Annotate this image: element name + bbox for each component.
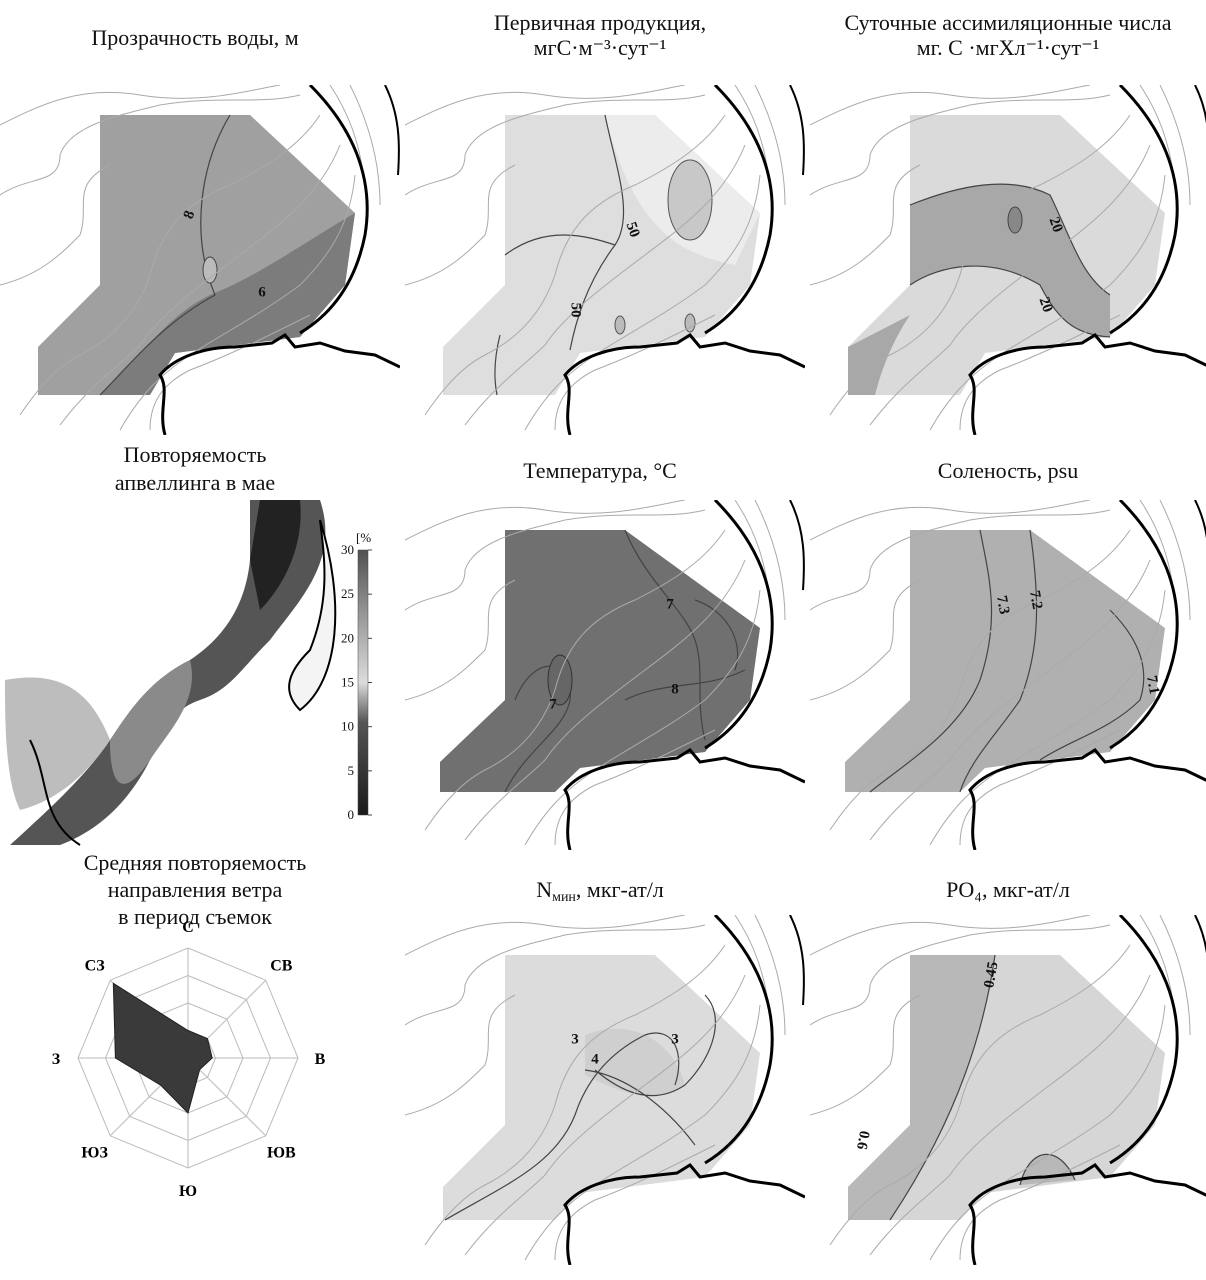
- panel-title: Соленость, psu: [938, 458, 1078, 483]
- rose-direction-label: З: [52, 1051, 61, 1068]
- contour-label: 3: [671, 1031, 679, 1047]
- colorbar-tick-label: 15: [341, 675, 354, 690]
- contour-label: 7.3: [993, 594, 1012, 615]
- contour-label: 0.6: [853, 1129, 872, 1151]
- map-panel: 8 6: [0, 85, 400, 435]
- rose-direction-label: СВ: [270, 958, 293, 975]
- panel-title: в период съемок: [118, 904, 272, 929]
- colorbar: [358, 550, 368, 815]
- title-part: N: [536, 877, 552, 902]
- panel-title: Средняя повторяемость: [84, 850, 307, 875]
- map-panel: 50 50: [405, 85, 805, 435]
- contour-label: 3: [571, 1031, 579, 1047]
- panel-title: Температура, °С: [523, 458, 677, 483]
- contour-label: 7.2: [1026, 589, 1045, 610]
- panel-title: апвеллинга в мае: [115, 470, 275, 495]
- contour-label: 7: [549, 696, 557, 712]
- rose-direction-label: С: [182, 919, 194, 936]
- panel-title: Прозрачность воды, м: [91, 25, 298, 50]
- colorbar-tick-label: 20: [341, 630, 354, 645]
- colorbar-tick-label: 0: [348, 807, 355, 822]
- colorbar-tick-label: 10: [341, 719, 354, 734]
- wind-rose: С СВ В ЮВ Ю ЮЗ З СЗ: [52, 919, 326, 1200]
- contour-label: 8: [671, 681, 679, 697]
- contour-label: 7: [666, 596, 674, 612]
- rose-direction-label: ЮЗ: [81, 1144, 108, 1161]
- panel-title: Nмин, мкг-ат/л: [536, 877, 664, 905]
- title-subscript: мин: [552, 890, 576, 905]
- rose-direction-label: В: [315, 1051, 326, 1068]
- map-panel: 7 7 8: [405, 500, 805, 850]
- colorbar-label: [%: [356, 530, 371, 545]
- panel-title: Суточные ассимиляционные числа: [844, 10, 1171, 35]
- upwelling-map: [% 0 5 10 15 20 25 30: [5, 500, 372, 845]
- colorbar-tick-label: 5: [348, 763, 355, 778]
- panel-title: мг. С ·мгХл⁻¹·сут⁻¹: [917, 35, 1100, 60]
- panel-title: Повторяемость: [124, 442, 267, 467]
- colorbar-tick-label: 30: [341, 542, 354, 557]
- rose-direction-label: Ю: [179, 1183, 197, 1200]
- rose-direction-label: ЮВ: [267, 1144, 296, 1161]
- contour-label: 50: [568, 303, 584, 318]
- contour-label: 4: [591, 1051, 599, 1067]
- contour-label: 6: [258, 284, 266, 300]
- contour-label: 7.1: [1143, 674, 1162, 695]
- map-panel: 3 3 4: [405, 915, 805, 1265]
- title-part: , мкг-ат/л: [576, 877, 664, 902]
- panel-title: мгC·м⁻³·сут⁻¹: [534, 35, 667, 60]
- rose-direction-label: СЗ: [85, 958, 106, 975]
- panel-title: Первичная продукция,: [494, 10, 706, 35]
- map-panel: 7.3 7.2 7.1: [810, 500, 1206, 850]
- map-panel: 20 20: [810, 85, 1206, 435]
- panel-title: направления ветра: [108, 877, 283, 902]
- map-panel: 0.45 0.6: [810, 915, 1206, 1265]
- rose-area: [113, 983, 212, 1113]
- figure: Прозрачность воды, м Первичная продукция…: [0, 0, 1206, 1280]
- colorbar-tick-label: 25: [341, 586, 354, 601]
- panel-title: PO₄, мкг-ат/л: [946, 877, 1070, 902]
